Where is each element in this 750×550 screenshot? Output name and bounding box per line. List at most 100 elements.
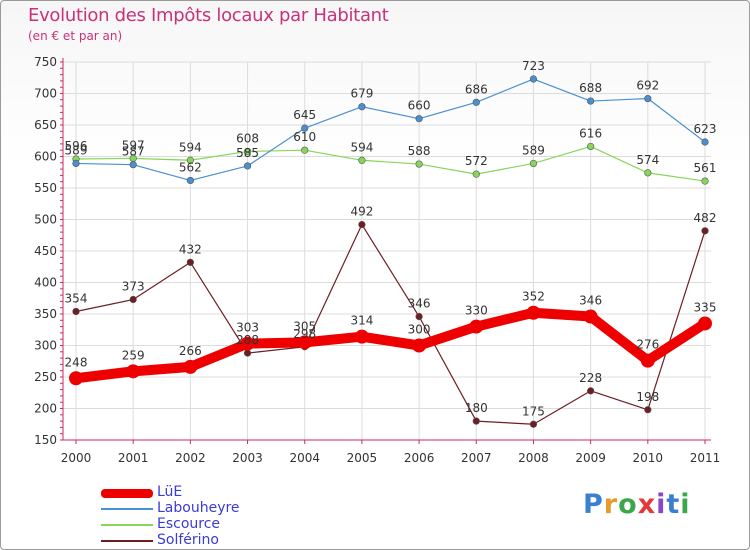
data-label: 589 xyxy=(522,143,545,157)
data-label: 300 xyxy=(408,323,431,337)
data-label: 597 xyxy=(122,138,145,152)
data-point xyxy=(583,309,598,324)
x-tick-label: 2010 xyxy=(633,451,664,465)
data-point xyxy=(354,329,369,344)
data-label: 354 xyxy=(65,291,88,305)
series-line-0 xyxy=(71,307,710,384)
data-point xyxy=(183,359,198,374)
data-point xyxy=(243,162,252,170)
data-point xyxy=(358,156,366,164)
data-label: 616 xyxy=(579,126,602,140)
x-tick-label: 2011 xyxy=(690,451,721,465)
proxiti-logo: Proxiti xyxy=(583,489,691,520)
data-point xyxy=(240,336,255,351)
data-point xyxy=(529,420,538,428)
data-label: 679 xyxy=(350,87,373,101)
data-label: 228 xyxy=(579,371,602,385)
data-point xyxy=(69,371,83,386)
data-label: 645 xyxy=(293,108,316,122)
legend-label-lue: LüE xyxy=(157,484,183,500)
data-point xyxy=(644,406,652,414)
data-point xyxy=(126,364,141,379)
x-tick-label: 2001 xyxy=(118,451,149,465)
axes: 150 200 250 300 350 400 450 500 550 600 650 700 750 2… xyxy=(34,55,720,465)
x-tick-label: 2005 xyxy=(347,451,378,465)
data-label: 248 xyxy=(65,355,88,369)
data-point xyxy=(644,169,652,177)
data-label: 686 xyxy=(465,82,488,96)
data-point xyxy=(640,353,655,368)
data-point xyxy=(587,142,595,151)
y-tick-label: 150 xyxy=(34,433,57,447)
data-point xyxy=(587,97,595,105)
data-label: 561 xyxy=(694,161,717,175)
data-point xyxy=(415,115,423,123)
data-point xyxy=(358,220,366,229)
x-tick-label: 2002 xyxy=(175,451,206,465)
data-point xyxy=(129,295,137,304)
data-point xyxy=(701,138,709,146)
y-tick-label: 650 xyxy=(34,118,57,132)
data-point xyxy=(301,146,309,154)
data-label: 572 xyxy=(465,154,488,168)
data-point xyxy=(72,159,80,168)
data-point xyxy=(529,75,538,83)
data-label: 482 xyxy=(694,211,717,225)
data-label: 692 xyxy=(636,79,659,93)
data-point xyxy=(587,387,595,395)
data-label: 594 xyxy=(350,140,373,154)
data-label: 314 xyxy=(350,314,373,328)
y-tick-label: 350 xyxy=(34,307,57,321)
x-tick-label: 2009 xyxy=(575,451,606,465)
data-label: 298 xyxy=(293,327,316,341)
data-label: 588 xyxy=(408,144,431,158)
y-tick-label: 300 xyxy=(34,339,57,353)
data-point xyxy=(358,103,366,111)
data-label: 330 xyxy=(465,304,488,318)
data-label: 288 xyxy=(236,333,259,347)
y-tick-label: 550 xyxy=(34,181,57,195)
data-label: 266 xyxy=(179,344,202,358)
data-label: 259 xyxy=(122,348,145,362)
data-label: 352 xyxy=(522,290,545,304)
data-label: 335 xyxy=(694,300,717,314)
data-label: 303 xyxy=(236,321,259,335)
series-line-2 xyxy=(75,145,706,182)
data-point xyxy=(644,94,652,103)
data-point xyxy=(472,170,480,178)
data-point xyxy=(526,305,541,320)
data-label: 346 xyxy=(579,294,602,308)
data-label: 574 xyxy=(636,153,659,167)
y-tick-label: 600 xyxy=(34,150,57,164)
data-label: 688 xyxy=(579,81,602,95)
data-point xyxy=(301,124,309,132)
data-label: 610 xyxy=(293,130,316,144)
data-label: 305 xyxy=(293,319,316,333)
legend-swatch-labouheyre xyxy=(101,508,153,510)
y-tick-label: 750 xyxy=(34,55,57,69)
x-tick-label: 2003 xyxy=(232,451,263,465)
data-point xyxy=(415,312,423,321)
series-line-3 xyxy=(75,223,706,425)
x-tick-label: 2007 xyxy=(461,451,492,465)
data-point xyxy=(72,307,80,316)
data-label: 585 xyxy=(236,146,259,160)
y-tick-label: 200 xyxy=(34,402,57,416)
data-label: 492 xyxy=(350,205,373,219)
data-label: 432 xyxy=(179,242,202,256)
data-point xyxy=(186,258,194,266)
data-label: 596 xyxy=(65,139,88,153)
y-tick-label: 400 xyxy=(34,276,57,290)
legend-swatch-escource xyxy=(101,524,153,526)
legend-label-labouheyre: Labouheyre xyxy=(157,500,240,516)
data-point xyxy=(129,161,137,169)
data-label: 562 xyxy=(179,160,202,174)
data-point xyxy=(415,160,423,168)
data-label: 589 xyxy=(65,143,88,157)
chart-subtitle: (en € et par an) xyxy=(28,29,123,43)
data-label: 180 xyxy=(465,401,488,415)
data-point xyxy=(472,417,480,425)
series-layer xyxy=(69,75,712,428)
